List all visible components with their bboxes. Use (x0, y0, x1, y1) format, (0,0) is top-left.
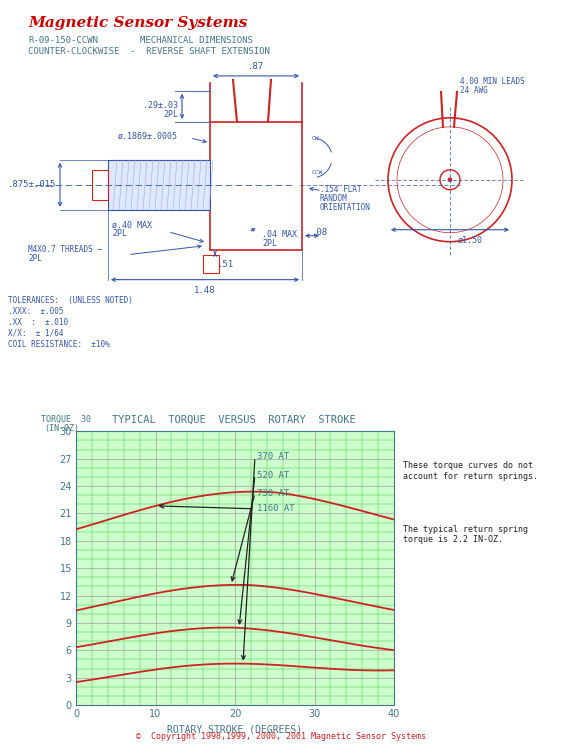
Text: 1160 AT: 1160 AT (257, 504, 295, 513)
Text: 4.00 MIN LEADS: 4.00 MIN LEADS (460, 77, 525, 86)
Text: ø1.50: ø1.50 (458, 236, 483, 244)
Text: CW: CW (312, 136, 319, 141)
Text: M4X0.7 THREADS —: M4X0.7 THREADS — (28, 245, 102, 254)
Text: 2PL: 2PL (262, 239, 277, 248)
Text: .875±.015: .875±.015 (8, 180, 56, 189)
Text: 2PL: 2PL (163, 110, 178, 119)
Text: X/X:  ± 1/64: X/X: ± 1/64 (8, 328, 64, 338)
Text: COIL RESISTANCE:  ±10%: COIL RESISTANCE: ±10% (8, 340, 110, 349)
Text: 24 AWG: 24 AWG (460, 86, 488, 95)
X-axis label: ROTARY STROKE (DEGREES): ROTARY STROKE (DEGREES) (167, 724, 303, 735)
Text: .87: .87 (248, 62, 264, 71)
Bar (92, 170, 108, 200)
Text: 520 AT: 520 AT (257, 470, 289, 479)
Text: .29±.03: .29±.03 (143, 101, 178, 110)
Text: ORIENTATION: ORIENTATION (320, 203, 371, 212)
Text: .04 MAX: .04 MAX (262, 230, 297, 239)
Text: TOLERANCES:  (UNLESS NOTED): TOLERANCES: (UNLESS NOTED) (8, 296, 133, 304)
Text: RANDOM: RANDOM (320, 194, 348, 203)
Text: CCW: CCW (312, 170, 323, 175)
Text: COUNTER-CLOCKWISE  -  REVERSE SHAFT EXTENSION: COUNTER-CLOCKWISE - REVERSE SHAFT EXTENS… (28, 47, 270, 56)
Bar (210, 122, 302, 250)
Text: 370 AT: 370 AT (257, 452, 289, 461)
Circle shape (448, 178, 452, 182)
Text: Magnetic Sensor Systems: Magnetic Sensor Systems (28, 16, 247, 30)
Text: TYPICAL  TORQUE  VERSUS  ROTARY  STROKE: TYPICAL TORQUE VERSUS ROTARY STROKE (112, 415, 355, 424)
Text: ©  Copyright 1998,1999, 2000, 2001 Magnetic Sensor Systems: © Copyright 1998,1999, 2000, 2001 Magnet… (136, 732, 427, 741)
Text: .08: .08 (312, 228, 328, 237)
Text: .154 FLAT: .154 FLAT (320, 185, 361, 194)
Bar (108, 160, 210, 210)
Text: .XXX:  ±.005: .XXX: ±.005 (8, 307, 64, 316)
Text: .XX  :  ±.010: .XX : ±.010 (8, 317, 68, 326)
Text: These torque curves do not
account for return springs.: These torque curves do not account for r… (403, 461, 538, 481)
Text: 1.48: 1.48 (194, 286, 216, 295)
Text: .51: .51 (218, 260, 234, 269)
Text: R-09-150-CCWN: R-09-150-CCWN (28, 36, 98, 45)
Text: ø.40 MAX: ø.40 MAX (112, 220, 152, 230)
Text: ø.1869±.0005: ø.1869±.0005 (118, 131, 178, 140)
Text: The typical return spring
torque is 2.2 IN-OZ.: The typical return spring torque is 2.2 … (403, 525, 528, 544)
Text: (IN-OZ): (IN-OZ) (44, 424, 79, 433)
Bar (203, 255, 219, 273)
Text: 730 AT: 730 AT (257, 489, 289, 498)
Text: TORQUE  30: TORQUE 30 (41, 415, 91, 424)
Text: 2PL: 2PL (28, 254, 42, 263)
Text: MECHANICAL DIMENSIONS: MECHANICAL DIMENSIONS (140, 36, 253, 45)
Text: 2PL: 2PL (112, 230, 127, 238)
